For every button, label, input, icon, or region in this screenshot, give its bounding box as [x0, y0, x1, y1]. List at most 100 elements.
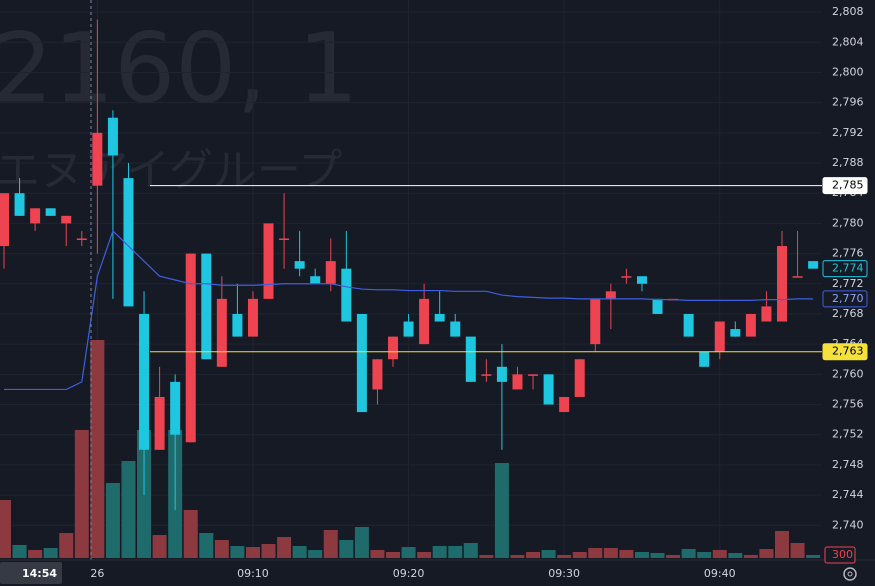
price-label-box — [822, 290, 868, 308]
price-label-box — [822, 177, 868, 195]
x-tick-label: 26 — [90, 567, 104, 580]
candle-body — [107, 117, 118, 156]
candle-body — [559, 396, 570, 413]
volume-bar — [386, 552, 400, 558]
volume-bar — [292, 546, 307, 558]
volume-bar — [12, 545, 27, 558]
volume-bar — [712, 550, 727, 558]
x-tick-label: 09:20 — [393, 567, 425, 580]
volume-bar — [214, 540, 229, 558]
y-tick-label: 2,744 — [832, 488, 864, 501]
settings-ring[interactable] — [843, 567, 857, 581]
y-tick-label: 2,772 — [832, 277, 864, 290]
candle-body — [419, 298, 430, 345]
volume-bar — [417, 552, 432, 558]
volume-bar — [432, 546, 447, 558]
candle-body — [808, 261, 819, 269]
volume-bar — [121, 461, 136, 558]
x-tick-label: 09:10 — [237, 567, 269, 580]
price-label-box — [822, 260, 868, 278]
volume-bar — [666, 555, 681, 558]
candle-body — [730, 329, 741, 337]
candle-body — [450, 321, 461, 337]
x-tick-label: 09:40 — [704, 567, 736, 580]
candle-body — [590, 298, 601, 345]
price-label: 2,763 — [832, 345, 864, 358]
volume-bar — [806, 555, 821, 558]
candle-body — [154, 396, 165, 450]
volume-bar — [245, 547, 260, 558]
candle-body — [481, 374, 492, 376]
volume-bar — [759, 549, 774, 558]
price-label: 2,770 — [832, 292, 864, 305]
settings-icon[interactable] — [843, 567, 857, 581]
candle-body — [605, 291, 616, 299]
volume-bar — [479, 555, 494, 558]
candle-body — [92, 132, 103, 186]
candle-body — [683, 313, 694, 337]
y-tick-label: 2,752 — [832, 428, 864, 441]
candle-body — [30, 208, 41, 224]
candle-body — [621, 276, 632, 278]
volume-bar — [90, 340, 105, 558]
watermark-symbol: 2160, 1 — [0, 12, 358, 124]
volume-bar — [0, 500, 11, 558]
volume-bar — [463, 543, 478, 558]
candle-body — [403, 321, 414, 337]
volume-bar — [448, 546, 463, 558]
volume-bar — [697, 552, 712, 558]
candle-body — [777, 246, 787, 322]
crosshair-box — [0, 562, 62, 584]
candle-body — [372, 359, 383, 390]
volume-bar — [323, 530, 338, 558]
volume-bar — [634, 552, 649, 558]
x-tick-label: 09:30 — [548, 567, 580, 580]
candle-body — [761, 306, 772, 322]
candle-body — [0, 193, 9, 247]
candle-body — [263, 223, 274, 299]
volume-bar — [74, 430, 89, 558]
y-tick-label: 2,768 — [832, 307, 864, 320]
candle-body — [61, 215, 72, 224]
y-tick-label: 2,792 — [832, 126, 864, 139]
volume-bar — [199, 533, 214, 558]
volume-bar — [557, 555, 572, 558]
volume-bar — [572, 552, 587, 558]
y-tick-label: 2,740 — [832, 518, 864, 531]
volume-bar — [775, 531, 789, 558]
volume-bar — [59, 533, 74, 558]
candle-body — [652, 298, 663, 314]
volume-bar — [105, 483, 120, 558]
y-tick-label: 2,776 — [832, 247, 864, 260]
candle-body — [45, 208, 56, 216]
candle-body — [356, 313, 367, 413]
volume-bar — [183, 510, 198, 558]
candle-body — [232, 313, 243, 337]
y-tick-label: 2,800 — [832, 65, 864, 78]
volume-bar — [681, 549, 696, 558]
candle-body — [216, 298, 227, 367]
candle-body — [279, 238, 290, 240]
candle-body — [123, 178, 134, 307]
candle-body — [185, 253, 196, 443]
candle-body — [512, 374, 523, 390]
volume-bar — [401, 547, 416, 558]
candle-body — [294, 261, 305, 269]
settings-core[interactable] — [847, 571, 853, 577]
y-tick-label: 2,748 — [832, 458, 864, 471]
y-tick-label: 2,804 — [832, 35, 864, 48]
volume-bar — [277, 537, 292, 558]
candle-body — [139, 313, 150, 450]
price-label-box — [822, 343, 868, 361]
candle-body — [325, 261, 336, 284]
y-tick-label: 2,808 — [832, 5, 864, 18]
average-line — [4, 229, 814, 391]
candle-body — [574, 359, 585, 397]
volume-bar — [28, 550, 43, 558]
candle-body — [528, 374, 539, 376]
candle-body — [341, 268, 352, 322]
volume-bar — [650, 553, 665, 558]
price-label: 2,774 — [832, 262, 864, 275]
candle-body — [543, 374, 554, 405]
